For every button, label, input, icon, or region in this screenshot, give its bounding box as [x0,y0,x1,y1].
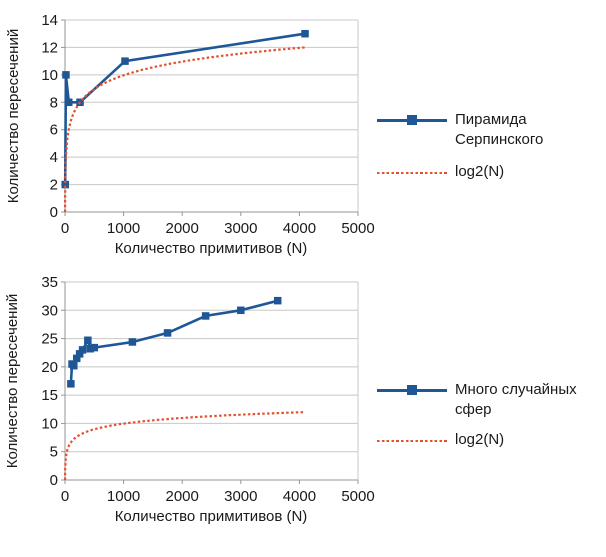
legend-sample-line [377,380,447,400]
y-tick-label: 10 [41,415,58,432]
y-tick-label: 0 [50,472,58,489]
data-point-marker [75,350,84,358]
data-point-marker [62,71,70,79]
y-tick-label: 0 [50,204,58,221]
y-tick-label: 12 [41,39,58,56]
legend-sample-line [377,430,447,450]
data-series-line [63,32,306,185]
square-marker-icon [407,115,417,125]
data-point-marker [61,180,69,189]
data-point-marker [273,296,282,305]
x-tick-label: 4000 [283,488,316,505]
x-tick-label: 2000 [166,220,199,237]
x-axis-title: Количество примитивов (N) [115,508,308,525]
data-point-marker [301,29,309,38]
y-tick-label: 6 [50,122,58,139]
data-point-marker [84,336,92,345]
y-tick-label: 14 [41,12,58,29]
legend-item-sierpinski: Пирамида Серпинского [377,110,585,150]
y-tick-label: 5 [50,444,58,461]
legend-item-spheres: Много случайных сфер [377,380,585,420]
data-point-marker [163,329,172,337]
data-point-marker [86,345,94,353]
data-point-marker [65,98,73,107]
data-point-marker [72,354,81,363]
square-marker-icon [407,385,417,395]
data-point-marker [90,343,99,352]
data-series-line [69,299,279,384]
legend-bottom: Много случайных сфер log2(N) [377,380,585,450]
series-dotted-swatch [377,172,447,174]
y-axis-title: Количество пересечений [5,29,22,203]
series-dotted-swatch [377,440,447,442]
legend-label: Много случайных сфер [455,381,577,418]
x-tick-label: 2000 [166,488,199,505]
legend-label: log2(N) [455,431,505,448]
y-tick-label: 8 [50,94,58,111]
x-tick-label: 0 [61,488,69,505]
y-tick-label: 4 [50,149,58,166]
legend-top: Пирамида Серпинского log2(N) [377,110,585,182]
x-tick-label: 1000 [107,488,140,505]
legend-item-log2: log2(N) [377,162,585,182]
x-axis-title: Количество примитивов (N) [115,240,308,257]
log2-curve [63,46,306,213]
legend-item-log2: log2(N) [377,430,585,450]
data-point-marker [121,57,129,65]
y-tick-label: 25 [41,331,58,348]
y-tick-label: 2 [50,177,58,194]
x-tick-label: 3000 [224,220,257,237]
legend-sample-line [377,110,447,130]
data-point-marker [128,338,137,346]
y-axis-title: Количество пересечений [4,294,21,468]
x-tick-label: 5000 [341,220,374,237]
y-tick-label: 35 [41,274,58,291]
data-point-marker [237,306,245,315]
data-point-marker [67,380,75,388]
legend-label: Пирамида Серпинского [455,111,544,148]
legend-label: log2(N) [455,163,505,180]
x-tick-label: 4000 [283,220,316,237]
data-point-marker [201,312,210,320]
x-tick-label: 3000 [224,488,257,505]
x-tick-label: 5000 [341,488,374,505]
y-tick-label: 20 [41,359,58,376]
log2-curve [63,411,306,481]
x-tick-label: 1000 [107,220,140,237]
x-tick-label: 0 [61,220,69,237]
data-point-marker [70,361,78,370]
y-tick-label: 10 [41,67,58,84]
data-point-marker [78,346,87,354]
legend-sample-line [377,162,447,182]
y-tick-label: 30 [41,302,58,319]
y-tick-label: 15 [41,387,58,404]
